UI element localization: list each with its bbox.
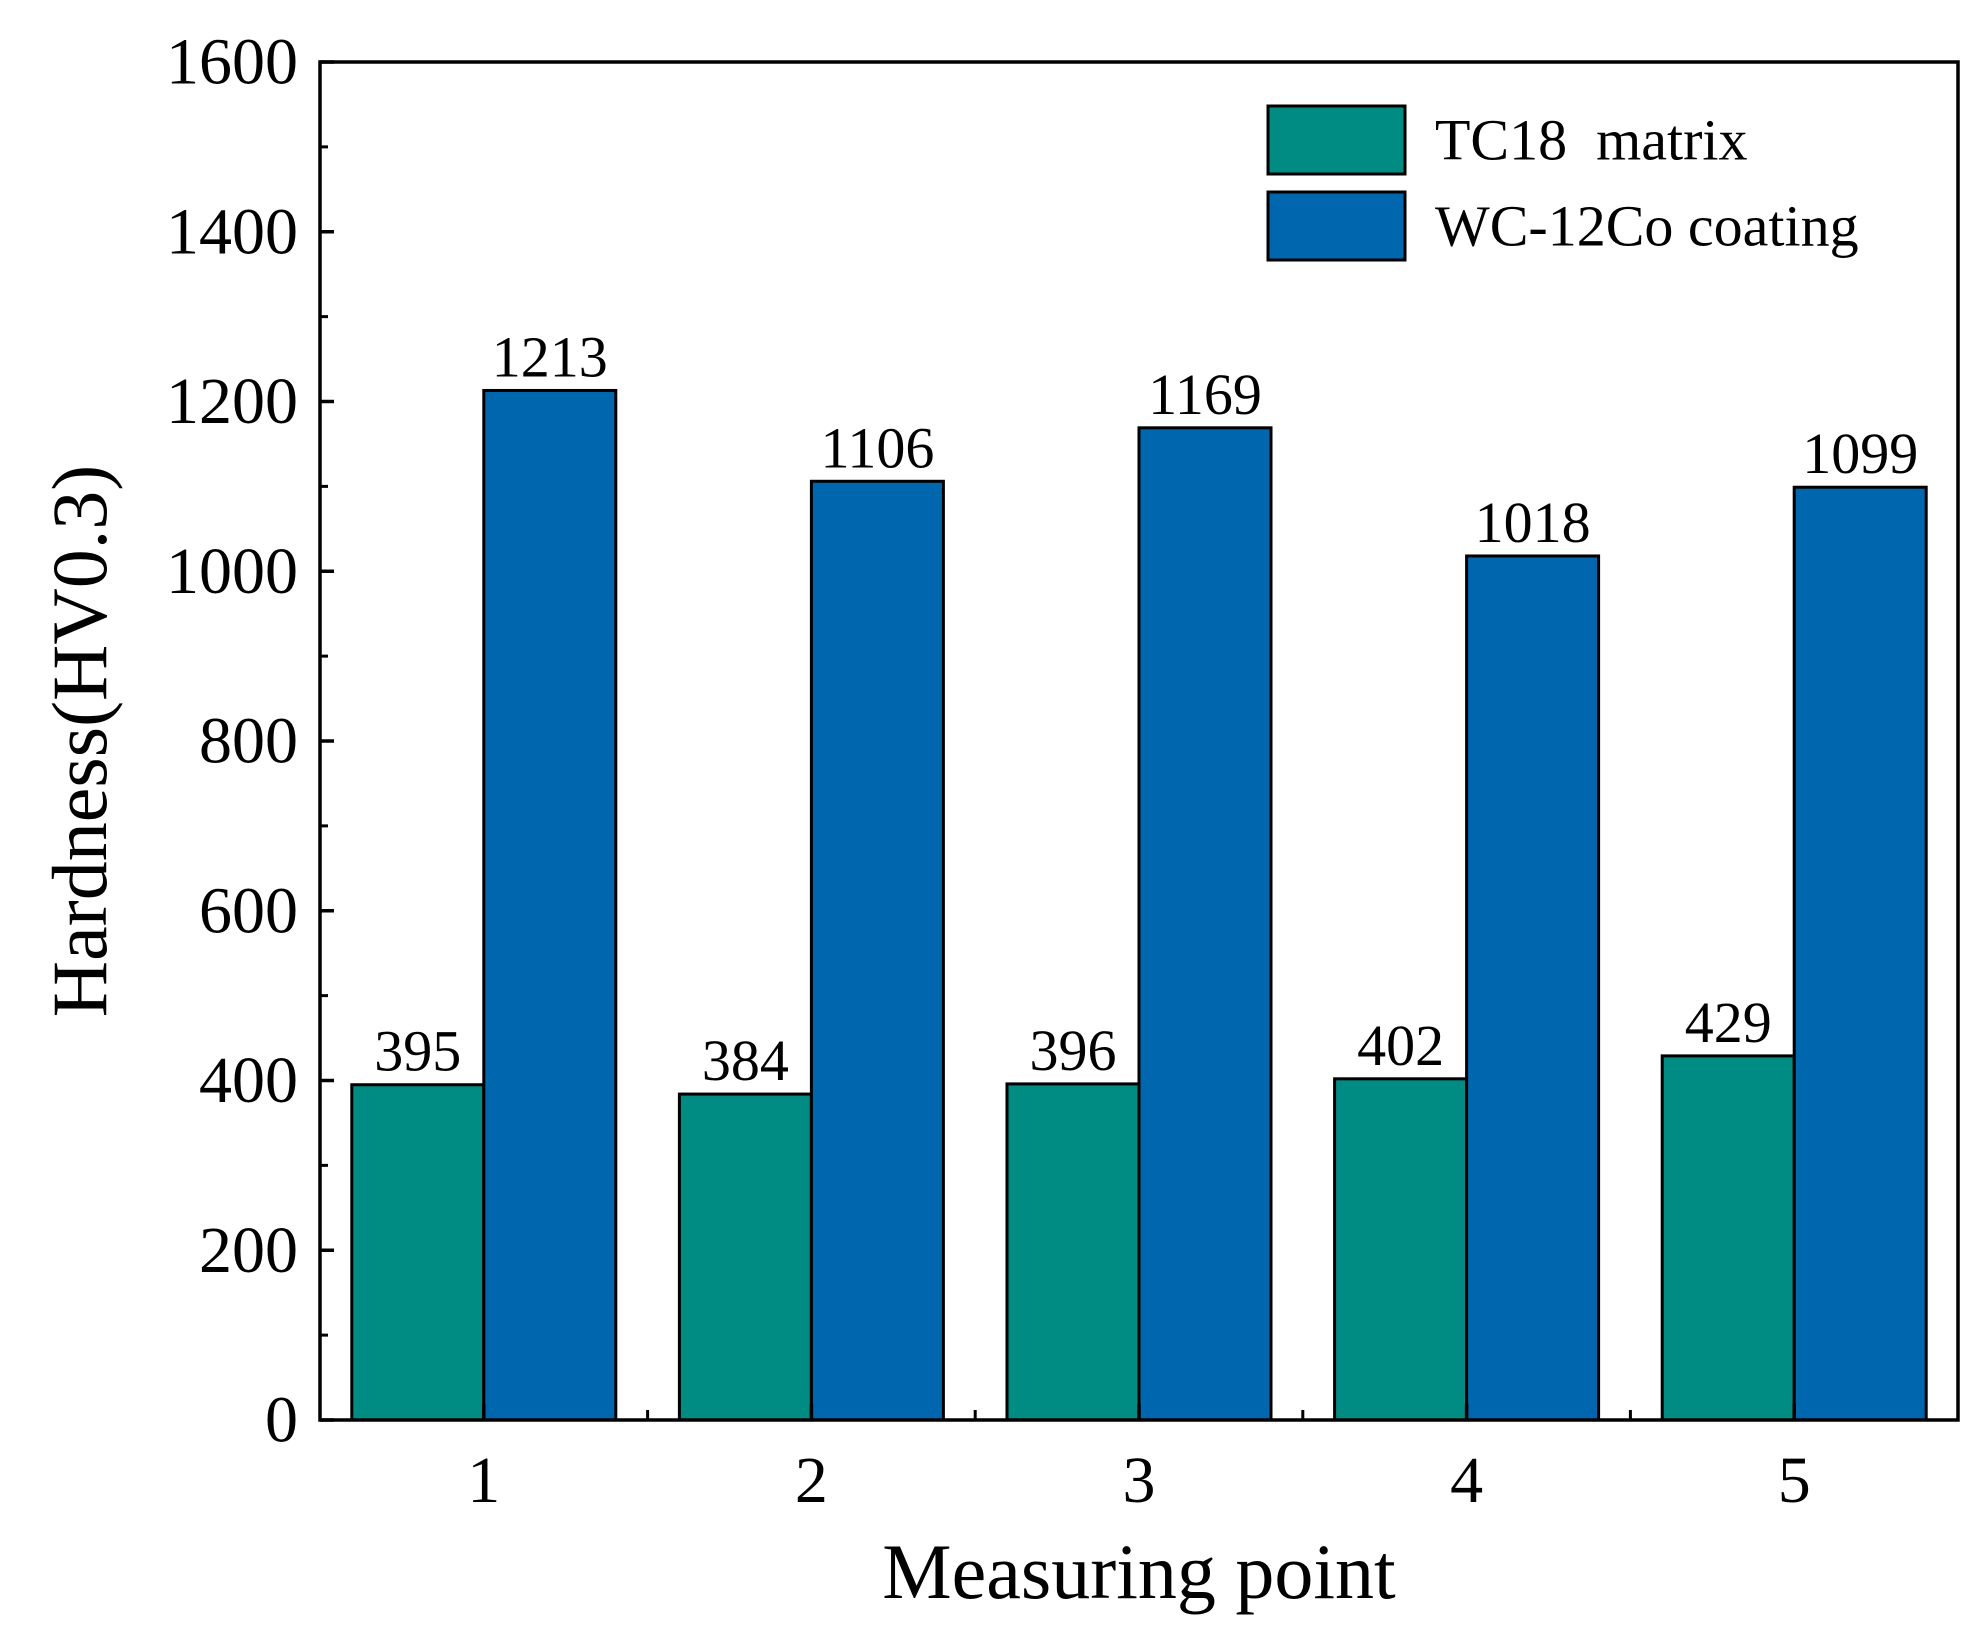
y-tick-label: 400 <box>199 1044 298 1117</box>
x-tick-label: 1 <box>467 1444 500 1517</box>
x-axis-title: Measuring point <box>882 1528 1396 1615</box>
y-tick-label: 1400 <box>166 195 298 268</box>
bar-tc18-matrix <box>1333 1077 1469 1422</box>
data-label: 402 <box>1357 1013 1444 1078</box>
legend: TC18 matrix WC-12Co coating <box>1266 104 1859 262</box>
y-axis: 0 200 400 600 800 1000 1200 1400 1600 <box>166 26 334 1457</box>
legend-swatch <box>1266 104 1407 176</box>
bar-wc-12co-coating <box>1792 485 1928 1422</box>
data-label: 1169 <box>1148 362 1262 427</box>
y-tick-label: 1200 <box>166 365 298 438</box>
y-tick-label: 1000 <box>166 535 298 608</box>
x-tick-label: 4 <box>1450 1444 1483 1517</box>
bar-tc18-matrix <box>1005 1082 1141 1422</box>
data-label: 395 <box>374 1019 461 1084</box>
y-tick-label: 0 <box>265 1384 298 1457</box>
data-label: 1099 <box>1802 421 1918 486</box>
bar-wc-12co-coating <box>1137 426 1273 1422</box>
data-labels-group: 395 1213 384 1106 396 1169 402 1018 429 1099 <box>374 324 1918 1093</box>
x-axis: 1 2 3 4 5 <box>467 1404 1811 1517</box>
data-label: 1106 <box>820 415 934 480</box>
y-tick-label: 800 <box>199 705 298 778</box>
data-label: 1213 <box>492 324 608 389</box>
bar-tc18-matrix <box>1660 1054 1796 1422</box>
y-tick-label: 200 <box>199 1214 298 1287</box>
x-tick-label: 3 <box>1123 1444 1156 1517</box>
legend-swatch <box>1266 190 1407 262</box>
bar-tc18-matrix <box>350 1083 486 1422</box>
legend-label: TC18 matrix <box>1435 108 1748 173</box>
y-tick-label: 600 <box>199 874 298 947</box>
data-label: 429 <box>1685 990 1772 1055</box>
legend-label: WC-12Co coating <box>1435 194 1859 259</box>
data-label: 384 <box>702 1028 789 1093</box>
bars-group <box>350 388 1928 1422</box>
bar-tc18-matrix <box>677 1092 813 1422</box>
y-tick-label: 1600 <box>166 26 298 99</box>
y-axis-title: Hardness(HV0.3) <box>36 465 123 1017</box>
x-tick-label: 2 <box>795 1444 828 1517</box>
bar-wc-12co-coating <box>482 388 618 1422</box>
x-tick-label: 5 <box>1778 1444 1811 1517</box>
bar-wc-12co-coating <box>809 479 945 1422</box>
data-label: 396 <box>1030 1018 1117 1083</box>
bar-wc-12co-coating <box>1465 554 1601 1422</box>
data-label: 1018 <box>1475 490 1591 555</box>
